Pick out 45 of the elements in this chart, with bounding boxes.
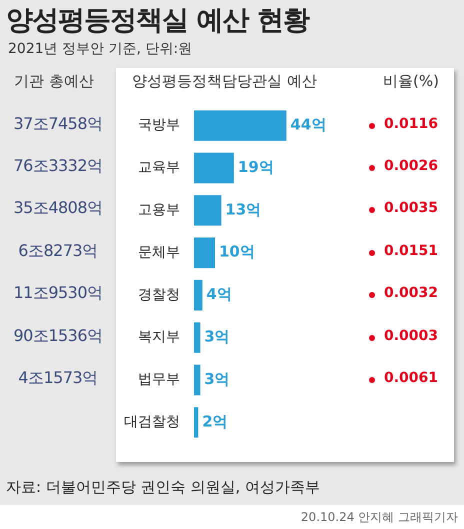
- text: 35조4808억: [12, 198, 104, 220]
- bar: [194, 280, 202, 310]
- chart-subtitle: 2021년 정부안 기준, 단위:원: [8, 40, 192, 58]
- text: 비율(%): [383, 72, 439, 91]
- bar: [194, 110, 286, 141]
- text: 20.10.24 안지혜 그래픽기자: [300, 509, 458, 526]
- y-tick-label: 복지부: [138, 329, 180, 346]
- text: 6조8273억: [17, 240, 99, 262]
- text: 0.0026: [384, 158, 438, 174]
- x-axis-title: 양성평등정책담당관실 예산: [132, 72, 317, 91]
- text: 0.0003: [384, 328, 438, 344]
- data-label: 3억: [204, 327, 230, 346]
- y-tick-label: 고용부: [138, 202, 180, 218]
- text: 0.0061: [384, 370, 438, 386]
- y-tick-label: 문체부: [138, 244, 180, 260]
- bar: [194, 364, 200, 396]
- text: 0.0035: [384, 200, 438, 216]
- y-tick-label: 법무부: [138, 372, 180, 388]
- text: 4조1573억: [17, 368, 99, 389]
- y-tick-label: 경찰청: [138, 286, 180, 303]
- data-label: 4억: [206, 285, 232, 304]
- bar: [194, 238, 215, 268]
- text: 기관 총예산: [14, 72, 94, 91]
- chart-title: 양성평등정책실 예산 현황: [6, 4, 309, 38]
- y-tick-label: 국방부: [138, 117, 180, 134]
- bar: [194, 322, 200, 353]
- data-label: 44억: [290, 115, 326, 134]
- text: 0.0032: [384, 285, 438, 302]
- bar: [194, 195, 222, 226]
- data-label: 10억: [219, 242, 255, 261]
- y-tick-label: 대검찰청: [124, 414, 180, 430]
- data-label: 19억: [238, 158, 274, 176]
- bar: [194, 152, 234, 184]
- data-label: 2억: [202, 412, 228, 430]
- text: 90조1536억: [12, 326, 104, 347]
- data-label: 13억: [225, 200, 262, 218]
- text: 37조7458억: [12, 114, 104, 135]
- y-tick-label: 교육부: [138, 160, 180, 176]
- text: 11조9530억: [12, 283, 104, 304]
- bar: [194, 407, 198, 438]
- text: 76조3332억: [12, 156, 104, 177]
- text: 0.0151: [384, 242, 438, 259]
- text: 0.0116: [384, 116, 438, 132]
- data-label: 3억: [204, 370, 230, 388]
- text: 자료: 더불어민주당 권인숙 의원실, 여성가족부: [6, 478, 320, 497]
